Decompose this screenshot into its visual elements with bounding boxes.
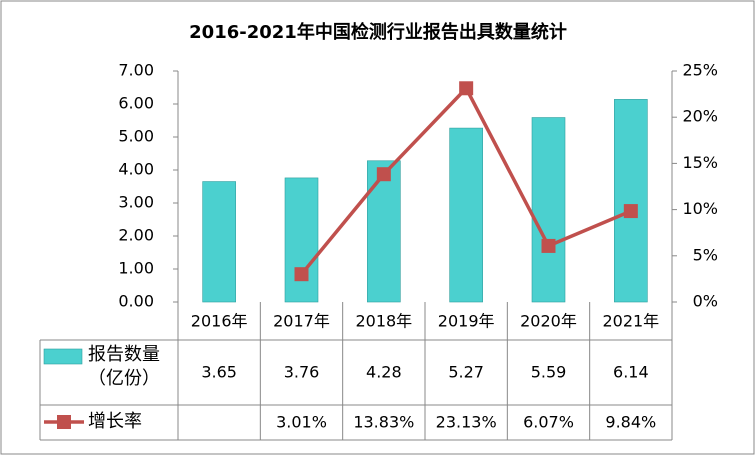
y-tick-label: 7.00 <box>118 61 154 80</box>
y2-tick-label: 0% <box>693 292 718 311</box>
y2-tick-label: 5% <box>693 245 718 264</box>
line-marker <box>623 204 638 219</box>
line-value-label: 23.13% <box>436 413 497 432</box>
y-tick-label: 2.00 <box>118 226 154 245</box>
bar-value-label: 4.28 <box>366 363 402 382</box>
bar-value-label: 6.14 <box>613 363 649 382</box>
y-tick-label: 1.00 <box>118 259 154 278</box>
x-tick-label: 2017年 <box>273 312 330 331</box>
x-tick-label: 2019年 <box>438 312 495 331</box>
y2-tick-label: 15% <box>682 153 718 172</box>
bar-value-label: 3.76 <box>284 363 320 382</box>
bar <box>284 177 319 303</box>
y-tick-label: 6.00 <box>118 94 154 113</box>
bar <box>202 181 236 303</box>
bar <box>531 117 566 303</box>
x-tick-label: 2018年 <box>355 312 412 331</box>
y-tick-label: 3.00 <box>118 193 154 212</box>
legend-marker <box>57 415 71 429</box>
line-marker <box>294 267 309 282</box>
line-marker <box>541 238 556 253</box>
y2-tick-label: 20% <box>682 107 718 126</box>
legend-label: 报告数量（亿份） <box>88 344 160 389</box>
chart-title: 2016-2021年中国检测行业报告出具数量统计 <box>189 21 567 43</box>
line-marker <box>459 81 474 96</box>
line-value-label: 13.83% <box>353 413 414 432</box>
x-tick-label: 2020年 <box>520 312 577 331</box>
bar <box>614 99 648 303</box>
line-marker <box>376 167 391 182</box>
y2-tick-label: 25% <box>682 61 718 80</box>
legend-label-box: 报告数量（亿份） <box>88 344 160 389</box>
y-tick-label: 5.00 <box>118 127 154 146</box>
y-tick-label: 4.00 <box>118 160 154 179</box>
line-value-label: 9.84% <box>605 413 656 432</box>
legend-label: 增长率 <box>88 411 142 432</box>
y2-tick-label: 10% <box>682 199 718 218</box>
x-tick-label: 2016年 <box>191 312 248 331</box>
bar-value-label: 5.59 <box>531 363 567 382</box>
line-value-label: 6.07% <box>523 413 574 432</box>
bar-value-label: 5.27 <box>448 363 484 382</box>
legend-swatch <box>43 348 83 365</box>
bar-value-label: 3.65 <box>201 363 237 382</box>
y-tick-label: 0.00 <box>118 292 154 311</box>
bar <box>367 160 401 303</box>
x-tick-label: 2021年 <box>602 312 659 331</box>
line-value-label: 3.01% <box>276 413 327 432</box>
bar <box>449 127 483 303</box>
